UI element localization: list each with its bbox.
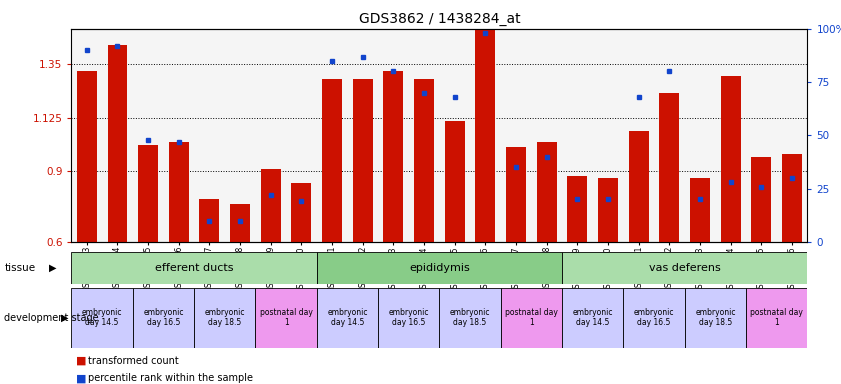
Bar — [199, 199, 220, 242]
Bar — [230, 204, 250, 242]
Bar — [414, 78, 434, 242]
Text: ▶: ▶ — [49, 263, 56, 273]
Bar — [562, 288, 623, 348]
Text: postnatal day
1: postnatal day 1 — [750, 308, 803, 328]
Bar — [782, 154, 802, 242]
Bar — [317, 288, 378, 348]
Text: embryonic
day 18.5: embryonic day 18.5 — [204, 308, 245, 328]
Text: efferent ducts: efferent ducts — [155, 263, 234, 273]
Bar — [378, 288, 439, 348]
Bar — [71, 288, 133, 348]
Bar — [256, 288, 317, 348]
Text: embryonic
day 16.5: embryonic day 16.5 — [634, 308, 674, 328]
Bar — [138, 145, 158, 242]
Bar — [751, 157, 771, 242]
Bar — [506, 147, 526, 242]
Bar — [133, 288, 194, 348]
Bar — [108, 45, 128, 242]
Bar — [659, 93, 680, 242]
Bar — [317, 252, 562, 284]
Text: ■: ■ — [76, 373, 86, 383]
Title: GDS3862 / 1438284_at: GDS3862 / 1438284_at — [358, 12, 521, 26]
Bar — [353, 78, 373, 242]
Text: epididymis: epididymis — [409, 263, 470, 273]
Bar — [537, 142, 557, 242]
Bar — [261, 169, 281, 242]
Text: vas deferens: vas deferens — [649, 263, 721, 273]
Bar — [623, 288, 685, 348]
Bar — [746, 288, 807, 348]
Bar — [439, 288, 500, 348]
Text: embryonic
day 14.5: embryonic day 14.5 — [327, 308, 368, 328]
Text: ▶: ▶ — [61, 313, 69, 323]
Text: embryonic
day 18.5: embryonic day 18.5 — [450, 308, 490, 328]
Text: embryonic
day 16.5: embryonic day 16.5 — [143, 308, 183, 328]
Bar — [322, 78, 342, 242]
Bar — [685, 288, 746, 348]
Bar — [194, 288, 256, 348]
Bar — [721, 76, 741, 242]
Text: transformed count: transformed count — [88, 356, 179, 366]
Text: postnatal day
1: postnatal day 1 — [260, 308, 313, 328]
Bar — [629, 131, 648, 242]
Bar — [568, 175, 587, 242]
Text: ■: ■ — [76, 356, 86, 366]
Bar — [71, 252, 317, 284]
Text: embryonic
day 14.5: embryonic day 14.5 — [82, 308, 123, 328]
Bar — [77, 71, 97, 242]
Bar — [292, 183, 311, 242]
Text: tissue: tissue — [4, 263, 35, 273]
Bar — [383, 71, 404, 242]
Text: development stage: development stage — [4, 313, 99, 323]
Bar — [690, 178, 710, 242]
Text: postnatal day
1: postnatal day 1 — [505, 308, 558, 328]
Bar — [475, 29, 495, 242]
Text: embryonic
day 16.5: embryonic day 16.5 — [389, 308, 429, 328]
Text: percentile rank within the sample: percentile rank within the sample — [88, 373, 253, 383]
Bar — [445, 121, 465, 242]
Bar — [169, 142, 188, 242]
Bar — [500, 288, 562, 348]
Text: embryonic
day 18.5: embryonic day 18.5 — [696, 308, 736, 328]
Text: embryonic
day 14.5: embryonic day 14.5 — [573, 308, 613, 328]
Bar — [598, 178, 618, 242]
Bar — [562, 252, 807, 284]
